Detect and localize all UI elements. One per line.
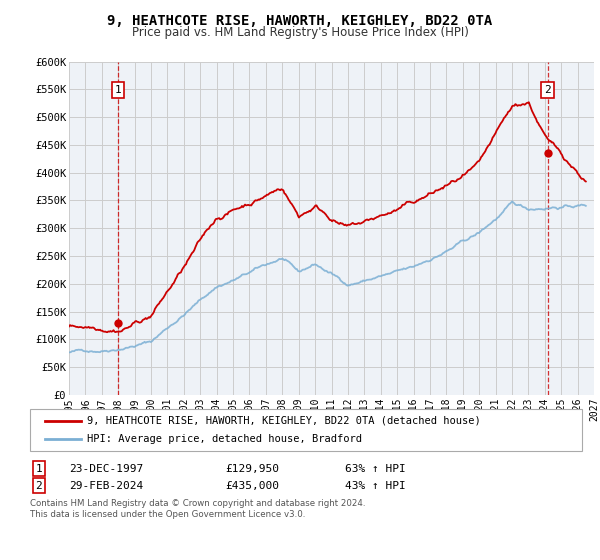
Text: This data is licensed under the Open Government Licence v3.0.: This data is licensed under the Open Gov…: [30, 510, 305, 519]
Text: 9, HEATHCOTE RISE, HAWORTH, KEIGHLEY, BD22 0TA (detached house): 9, HEATHCOTE RISE, HAWORTH, KEIGHLEY, BD…: [87, 416, 481, 426]
Text: 63% ↑ HPI: 63% ↑ HPI: [345, 464, 406, 474]
Text: 1: 1: [115, 85, 121, 95]
Text: 2: 2: [544, 85, 551, 95]
Text: Price paid vs. HM Land Registry's House Price Index (HPI): Price paid vs. HM Land Registry's House …: [131, 26, 469, 39]
Text: 1: 1: [35, 464, 43, 474]
Text: HPI: Average price, detached house, Bradford: HPI: Average price, detached house, Brad…: [87, 434, 362, 444]
Text: 2: 2: [35, 480, 43, 491]
Text: 43% ↑ HPI: 43% ↑ HPI: [345, 480, 406, 491]
Text: 9, HEATHCOTE RISE, HAWORTH, KEIGHLEY, BD22 0TA: 9, HEATHCOTE RISE, HAWORTH, KEIGHLEY, BD…: [107, 14, 493, 28]
Text: Contains HM Land Registry data © Crown copyright and database right 2024.: Contains HM Land Registry data © Crown c…: [30, 500, 365, 508]
Text: £129,950: £129,950: [225, 464, 279, 474]
Text: 29-FEB-2024: 29-FEB-2024: [69, 480, 143, 491]
Text: 23-DEC-1997: 23-DEC-1997: [69, 464, 143, 474]
Text: £435,000: £435,000: [225, 480, 279, 491]
